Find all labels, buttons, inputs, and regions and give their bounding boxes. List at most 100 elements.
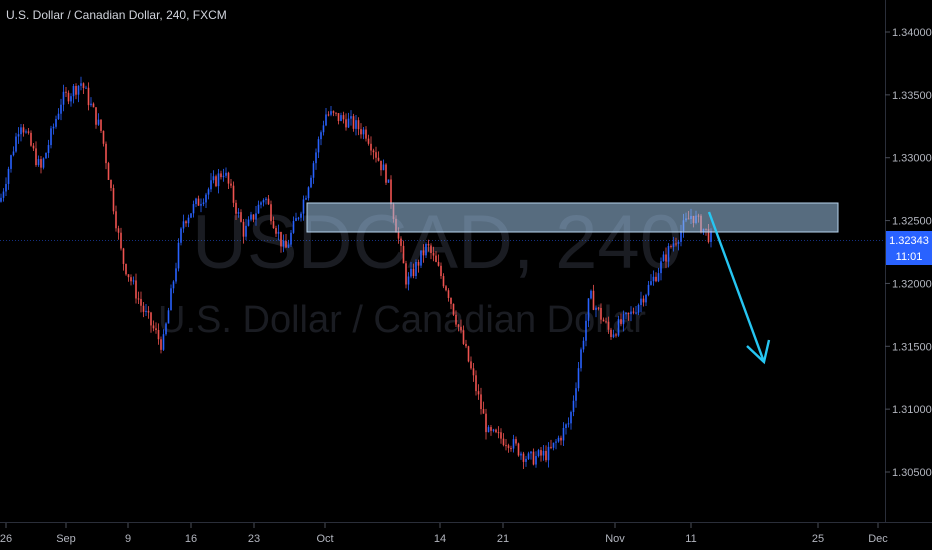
x-tick-label: 21	[497, 533, 509, 545]
price-axis[interactable]: 1.34000 1.33500 1.33000 1.32500 1.32000 1.315…	[885, 27, 932, 479]
candle-body	[565, 424, 567, 428]
candle-body	[272, 221, 275, 229]
candle-body	[640, 298, 642, 305]
candle-body	[520, 453, 522, 456]
candle-body	[20, 127, 22, 135]
watermark-name: U.S. Dollar / Canadian Dollar	[158, 299, 646, 341]
candle-body	[675, 243, 677, 245]
candle-body	[160, 339, 162, 350]
candle-body	[410, 268, 412, 277]
candle-body	[150, 312, 152, 326]
down-arrow[interactable]	[707, 211, 771, 365]
candle-body	[230, 183, 232, 186]
candle-body	[125, 263, 127, 275]
candle-body	[500, 432, 502, 439]
y-tick-label: 1.34000	[892, 27, 932, 39]
candle-body	[455, 314, 457, 325]
candle-body	[547, 446, 550, 461]
candle-body	[440, 265, 442, 277]
candle-body	[522, 453, 525, 462]
candle-body	[557, 437, 560, 442]
candles-layer	[0, 76, 712, 470]
candle-body	[147, 310, 150, 313]
candle-body	[7, 168, 10, 184]
candle-body	[402, 245, 405, 264]
candle-body	[327, 114, 330, 116]
candle-body	[352, 116, 355, 129]
candle-body	[87, 87, 90, 106]
candle-body	[105, 143, 107, 164]
candle-body	[5, 183, 7, 192]
candle-body	[197, 198, 200, 206]
candle-body	[207, 189, 210, 195]
candle-body	[457, 324, 460, 327]
candle-body	[312, 163, 315, 178]
candle-body	[225, 172, 227, 176]
x-tick-label: Dec	[868, 533, 888, 545]
candle-body	[82, 83, 85, 89]
candle-body	[102, 130, 105, 144]
candle-body	[490, 427, 492, 431]
chart-title: U.S. Dollar / Canadian Dollar, 240, FXCM	[6, 8, 227, 22]
candle-body	[167, 310, 170, 324]
candle-body	[435, 255, 437, 262]
candle-body	[445, 286, 447, 291]
candle-body	[80, 83, 82, 86]
candle-body	[70, 96, 72, 102]
candle-body	[152, 325, 155, 329]
candle-body	[305, 198, 307, 200]
candle-body	[405, 263, 407, 285]
candle-body	[10, 155, 12, 169]
candle-body	[237, 212, 240, 214]
candle-body	[60, 104, 62, 114]
candle-body	[195, 198, 197, 205]
candle-body	[270, 204, 272, 222]
candle-body	[552, 442, 555, 448]
resistance-zone[interactable]	[306, 202, 839, 233]
candle-body	[625, 312, 627, 315]
candle-body	[245, 225, 247, 237]
candle-body	[360, 129, 362, 135]
candle-body	[370, 143, 372, 151]
candle-body	[12, 151, 15, 156]
candle-body	[390, 179, 392, 205]
price-badge-bg	[886, 231, 932, 265]
candle-body	[290, 232, 292, 245]
candle-body	[517, 443, 520, 456]
candle-body	[282, 240, 285, 247]
candle-body	[532, 451, 535, 465]
candle-body	[575, 388, 577, 401]
candle-body	[362, 129, 365, 135]
candle-body	[300, 213, 302, 218]
candle-body	[235, 202, 237, 214]
candle-body	[307, 187, 310, 199]
x-tick-label: 16	[185, 533, 197, 545]
candle-body	[585, 320, 587, 341]
candle-body	[247, 219, 250, 226]
candle-body	[447, 290, 450, 298]
price-badge: 1.32343 11:01	[886, 231, 932, 265]
candle-body	[672, 243, 675, 247]
candle-body	[587, 298, 590, 321]
candle-body	[622, 314, 625, 325]
candle-body	[165, 323, 167, 335]
time-axis[interactable]: 26 Sep 9 16 23 Oct 14 21 Nov 11 25 Dec	[0, 523, 888, 545]
candle-body	[380, 160, 382, 171]
candle-body	[170, 288, 172, 311]
candle-body	[17, 134, 20, 137]
candle-body	[295, 218, 297, 222]
candle-body	[377, 157, 380, 161]
candle-body	[202, 202, 205, 205]
candle-body	[122, 248, 125, 264]
x-tick-label: 23	[248, 533, 260, 545]
candle-body	[217, 173, 220, 187]
candle-body	[495, 429, 497, 433]
candle-body	[97, 119, 100, 125]
candle-body	[285, 240, 287, 248]
candle-body	[30, 132, 32, 146]
candle-body	[595, 307, 597, 310]
candle-body	[497, 432, 500, 434]
candle-body	[317, 139, 320, 153]
candle-body	[582, 340, 585, 350]
